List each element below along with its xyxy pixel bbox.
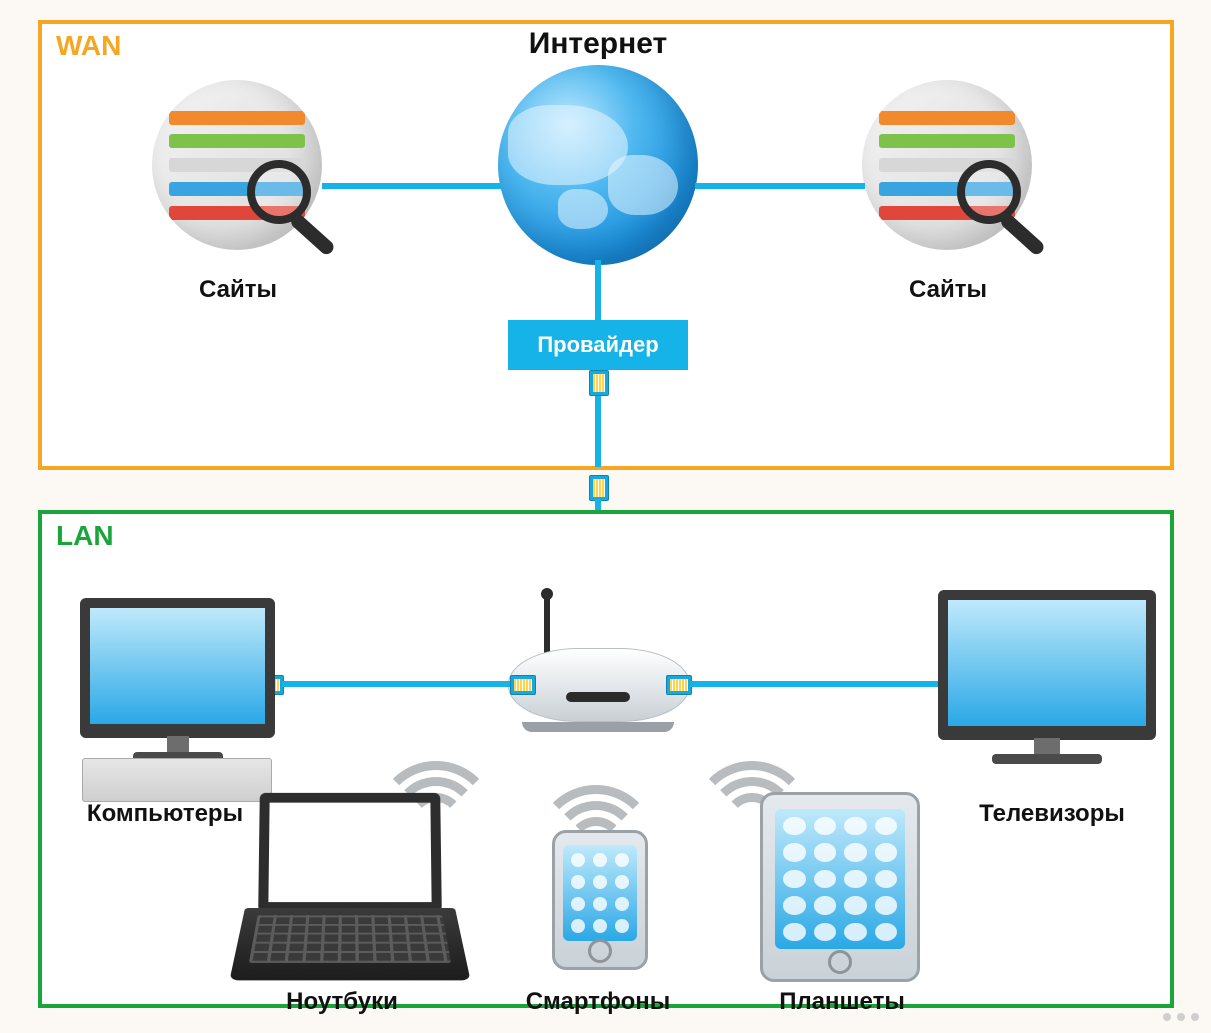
keyboard-icon xyxy=(82,758,272,802)
link-globe-sites-right xyxy=(695,183,865,189)
rj45-plug-icon xyxy=(589,475,609,501)
globe-icon xyxy=(498,65,698,265)
link-globe-sites-left xyxy=(322,183,502,189)
rj45-plug-icon xyxy=(589,370,609,396)
laptop-icon xyxy=(245,792,455,982)
laptop-label: Ноутбуки xyxy=(286,988,398,1016)
rj45-plug-icon xyxy=(666,675,692,695)
pc-monitor-icon xyxy=(80,598,275,778)
lan-zone-label: LAN xyxy=(56,520,114,552)
link-router-pc xyxy=(282,681,510,687)
tablet-label: Планшеты xyxy=(779,988,905,1016)
rj45-plug-icon xyxy=(510,675,536,695)
sites-right-label: Сайты xyxy=(909,276,987,304)
tv-label: Телевизоры xyxy=(979,800,1125,828)
provider-label: Провайдер xyxy=(537,332,658,358)
link-router-tv xyxy=(690,681,940,687)
link-globe-provider xyxy=(595,260,601,322)
pager-dots xyxy=(1163,1013,1199,1021)
internet-title: Интернет xyxy=(529,27,668,61)
smartphone-label: Смартфоны xyxy=(526,988,671,1016)
tablet-icon xyxy=(760,792,920,982)
smartphone-icon xyxy=(552,830,648,970)
magnifier-left-icon xyxy=(247,160,327,240)
diagram-stage: WAN Интернет Сайты Сайты Провайдер xyxy=(0,0,1211,1033)
sites-left-label: Сайты xyxy=(199,276,277,304)
link-provider-down xyxy=(595,392,601,467)
wan-zone-label: WAN xyxy=(56,30,121,62)
provider-box: Провайдер xyxy=(508,320,688,370)
magnifier-right-icon xyxy=(957,160,1037,240)
tv-icon xyxy=(938,590,1156,780)
pc-label: Компьютеры xyxy=(87,800,243,828)
